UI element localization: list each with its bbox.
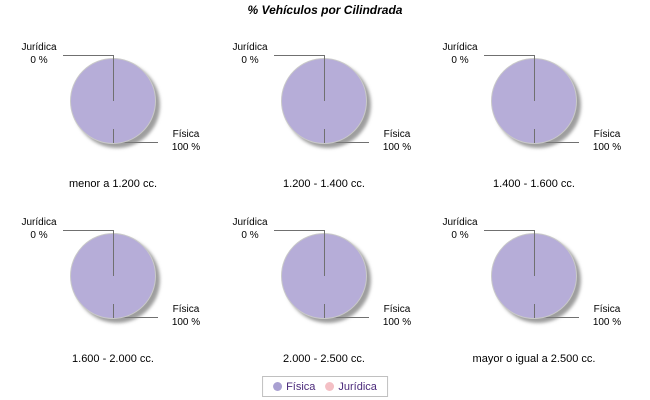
legend-label-juridica: Jurídica [338, 380, 377, 393]
juridica-leader-line [484, 230, 535, 231]
fisica-slice-label: Física 100 % [371, 303, 423, 329]
pie-chart-cell: Jurídica 0 % Física 100 % menor a 1.200 … [5, 32, 221, 200]
fisica-label-name: Física [383, 129, 411, 140]
pie-caption: 1.200 - 1.400 cc. [283, 178, 365, 190]
juridica-slice-label: Jurídica 0 % [15, 41, 63, 67]
juridica-label-name: Jurídica [442, 217, 478, 228]
juridica-label-name: Jurídica [232, 217, 268, 228]
pie-chart-cell: Jurídica 0 % Física 100 % 1.600 - 2.000 … [5, 207, 221, 375]
fisica-label-name: Física [383, 304, 411, 315]
fisica-swatch-icon [273, 382, 283, 391]
juridica-label-name: Jurídica [442, 42, 478, 53]
pie-caption: 2.000 - 2.500 cc. [283, 353, 365, 365]
fisica-label-name: Física [172, 129, 200, 140]
fisica-label-value: 100 % [171, 317, 201, 328]
fisica-label-value: 100 % [171, 142, 201, 153]
juridica-swatch-icon [325, 382, 335, 391]
pie-slice-divider-line [534, 55, 535, 101]
fisica-label-name: Física [593, 129, 621, 140]
fisica-leader-line [113, 142, 158, 143]
fisica-slice-label: Física 100 % [160, 303, 212, 329]
fisica-slice-label: Física 100 % [581, 303, 633, 329]
legend-item-juridica: Jurídica [325, 381, 377, 393]
pie-slice-divider-line [534, 230, 535, 276]
juridica-leader-line [63, 230, 114, 231]
pie-chart-cell: Jurídica 0 % Física 100 % 1.200 - 1.400 … [216, 32, 432, 200]
pie-slice-divider-line [113, 230, 114, 276]
juridica-leader-line [484, 55, 535, 56]
pie-slice-divider-line [113, 55, 114, 101]
juridica-label-value: 0 % [30, 230, 48, 241]
fisica-tick-line [324, 304, 325, 318]
fisica-leader-line [534, 142, 579, 143]
fisica-slice-label: Física 100 % [371, 128, 423, 154]
fisica-label-name: Física [172, 304, 200, 315]
juridica-label-value: 0 % [241, 230, 259, 241]
fisica-label-value: 100 % [382, 142, 412, 153]
pie-chart-cell: Jurídica 0 % Física 100 % 1.400 - 1.600 … [426, 32, 642, 200]
fisica-label-value: 100 % [592, 317, 622, 328]
pie-caption: mayor o igual a 2.500 cc. [472, 353, 596, 365]
juridica-slice-label: Jurídica 0 % [436, 216, 484, 242]
fisica-label-value: 100 % [382, 317, 412, 328]
juridica-label-value: 0 % [451, 230, 469, 241]
juridica-slice-label: Jurídica 0 % [226, 216, 274, 242]
fisica-tick-line [534, 304, 535, 318]
fisica-tick-line [113, 304, 114, 318]
pie-chart-cell: Jurídica 0 % Física 100 % 2.000 - 2.500 … [216, 207, 432, 375]
fisica-leader-line [324, 142, 369, 143]
juridica-label-name: Jurídica [232, 42, 268, 53]
juridica-leader-line [274, 55, 325, 56]
pie-slice-divider-line [324, 55, 325, 101]
chart-legend: Física Jurídica [262, 376, 388, 397]
fisica-slice-label: Física 100 % [160, 128, 212, 154]
juridica-slice-label: Jurídica 0 % [15, 216, 63, 242]
juridica-slice-label: Jurídica 0 % [226, 41, 274, 67]
fisica-slice-label: Física 100 % [581, 128, 633, 154]
chart-title: % Vehículos por Cilindrada [247, 3, 403, 17]
fisica-tick-line [113, 129, 114, 143]
juridica-leader-line [274, 230, 325, 231]
juridica-label-name: Jurídica [21, 42, 57, 53]
fisica-label-name: Física [593, 304, 621, 315]
juridica-leader-line [63, 55, 114, 56]
juridica-label-name: Jurídica [21, 217, 57, 228]
pie-caption: menor a 1.200 cc. [68, 178, 158, 190]
pie-chart-cell: Jurídica 0 % Física 100 % mayor o igual … [426, 207, 642, 375]
legend-item-fisica: Física [273, 381, 315, 393]
fisica-tick-line [534, 129, 535, 143]
pie-caption: 1.400 - 1.600 cc. [493, 178, 575, 190]
fisica-leader-line [324, 317, 369, 318]
juridica-label-value: 0 % [451, 55, 469, 66]
fisica-leader-line [534, 317, 579, 318]
pie-caption: 1.600 - 2.000 cc. [72, 353, 154, 365]
juridica-slice-label: Jurídica 0 % [436, 41, 484, 67]
fisica-label-value: 100 % [592, 142, 622, 153]
fisica-leader-line [113, 317, 158, 318]
legend-label-fisica: Física [286, 380, 316, 393]
juridica-label-value: 0 % [30, 55, 48, 66]
pie-slice-divider-line [324, 230, 325, 276]
juridica-label-value: 0 % [241, 55, 259, 66]
fisica-tick-line [324, 129, 325, 143]
